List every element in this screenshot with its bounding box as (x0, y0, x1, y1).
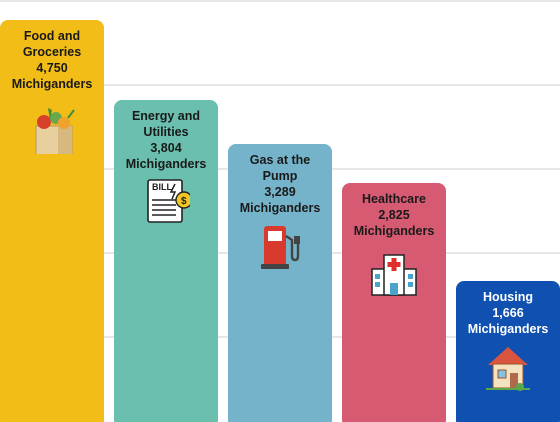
bill-icon: BILL $ (142, 178, 193, 231)
bar-gas-at-the-pump (228, 144, 332, 422)
value-label: 2,825 (378, 208, 410, 222)
bar-healthcare (342, 183, 446, 422)
svg-text:$: $ (181, 196, 187, 207)
bar-data-label: Gas at the Pump 3,289 Michiganders (232, 152, 328, 216)
category-label: Food and Groceries (22, 29, 82, 59)
bar-energy-and-utilities (114, 100, 218, 422)
value-label: 3,289 (264, 185, 296, 199)
category-label: Energy and Utilities (131, 109, 201, 139)
category-label: Gas at the Pump (249, 153, 311, 183)
unit-label: Michiganders (11, 77, 93, 91)
svg-text:BILL: BILL (152, 182, 172, 192)
bar-data-label: Housing 1,666 Michiganders (460, 289, 556, 337)
hospital-icon (370, 249, 418, 302)
value-label: 4,750 (36, 61, 68, 75)
unit-label: Michiganders (239, 201, 321, 215)
house-icon (484, 343, 532, 396)
value-label: 1,666 (492, 306, 524, 320)
bar-data-label: Food and Groceries 4,750 Michiganders (4, 28, 100, 92)
bar-food-and-groceries (0, 20, 104, 422)
grocery-bag-icon (28, 106, 76, 161)
bar-data-label: Healthcare 2,825 Michiganders (346, 191, 442, 239)
unit-label: Michiganders (125, 157, 207, 171)
value-label: 3,804 (150, 141, 182, 155)
bar-data-label: Energy and Utilities 3,804 Michiganders (118, 108, 214, 172)
unit-label: Michiganders (353, 224, 435, 238)
gas-pump-icon (256, 222, 304, 275)
category-label: Healthcare (362, 192, 426, 206)
category-label: Housing (483, 290, 533, 304)
unit-label: Michiganders (467, 322, 549, 336)
